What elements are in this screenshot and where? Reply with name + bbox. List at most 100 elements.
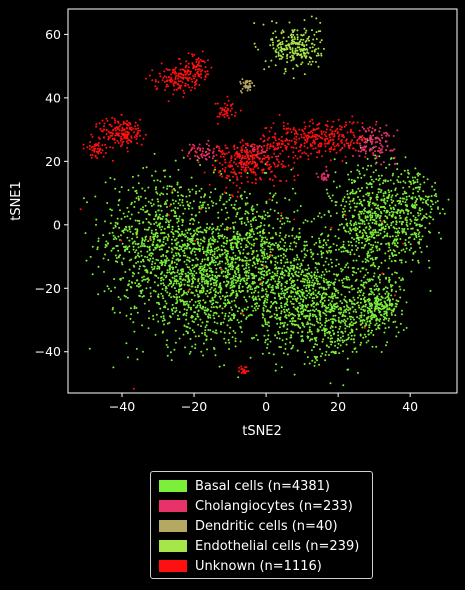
scatter-point	[331, 292, 334, 295]
scatter-point	[224, 256, 227, 259]
scatter-point	[215, 332, 218, 335]
scatter-point	[391, 242, 394, 245]
scatter-point	[397, 175, 400, 178]
scatter-point	[325, 307, 328, 310]
scatter-point	[304, 268, 307, 271]
scatter-point	[274, 30, 277, 33]
scatter-point	[196, 304, 199, 307]
scatter-point	[401, 227, 404, 230]
scatter-point	[245, 316, 248, 319]
scatter-point	[372, 171, 375, 174]
scatter-point	[326, 192, 329, 195]
scatter-point	[195, 228, 198, 231]
scatter-point	[151, 252, 154, 255]
scatter-point	[361, 220, 364, 223]
scatter-point	[188, 151, 191, 153]
scatter-point	[207, 240, 210, 243]
scatter-point	[397, 181, 400, 183]
scatter-point	[310, 63, 313, 66]
scatter-point	[369, 198, 372, 201]
scatter-point	[403, 190, 406, 193]
scatter-point	[155, 186, 157, 189]
scatter-point	[328, 332, 331, 335]
scatter-point	[190, 316, 193, 319]
scatter-point	[357, 222, 360, 225]
scatter-point	[379, 127, 382, 129]
scatter-point	[277, 54, 280, 57]
scatter-point	[139, 265, 141, 268]
scatter-point	[288, 278, 291, 281]
scatter-point	[263, 224, 266, 227]
scatter-point	[433, 194, 436, 197]
scatter-point	[179, 234, 182, 237]
scatter-point	[188, 257, 191, 259]
scatter-point	[395, 223, 398, 226]
scatter-point	[297, 42, 300, 45]
scatter-point	[228, 332, 231, 335]
scatter-point	[331, 341, 334, 344]
scatter-point	[340, 319, 343, 322]
scatter-point	[241, 277, 244, 280]
scatter-point	[249, 84, 251, 87]
scatter-point	[174, 159, 177, 162]
scatter-point	[289, 286, 292, 289]
scatter-point	[402, 186, 405, 189]
scatter-point	[246, 270, 249, 273]
scatter-point	[138, 219, 141, 222]
scatter-point	[193, 294, 196, 297]
scatter-point	[390, 222, 393, 224]
scatter-point	[409, 222, 412, 225]
scatter-point	[301, 307, 304, 310]
scatter-point	[250, 235, 253, 238]
scatter-point	[284, 315, 287, 318]
scatter-point	[246, 218, 249, 221]
scatter-point	[391, 284, 394, 287]
scatter-point	[331, 265, 334, 268]
scatter-point	[226, 250, 229, 253]
scatter-point	[144, 238, 147, 241]
scatter-point	[291, 49, 294, 52]
scatter-point	[232, 257, 235, 260]
scatter-point	[149, 295, 152, 298]
scatter-point	[334, 290, 337, 293]
scatter-point	[154, 188, 157, 191]
scatter-point	[315, 336, 318, 339]
scatter-point	[318, 263, 321, 266]
scatter-point	[166, 257, 169, 260]
scatter-point	[396, 179, 399, 182]
scatter-point	[330, 199, 333, 202]
scatter-point	[191, 239, 194, 242]
scatter-point	[111, 308, 114, 311]
scatter-point	[300, 38, 303, 41]
scatter-point	[439, 212, 441, 215]
scatter-point	[143, 302, 146, 305]
scatter-point	[302, 291, 305, 294]
scatter-point	[321, 271, 324, 273]
scatter-point	[366, 320, 369, 323]
scatter-point	[259, 225, 261, 228]
scatter-point	[396, 238, 399, 241]
scatter-point	[215, 276, 218, 279]
scatter-point	[132, 321, 135, 324]
scatter-point	[297, 325, 300, 328]
scatter-point	[389, 284, 392, 286]
scatter-point	[415, 234, 418, 237]
scatter-point	[340, 267, 342, 270]
scatter-point	[268, 325, 270, 327]
scatter-point	[220, 248, 223, 251]
scatter-point	[349, 232, 351, 235]
scatter-point	[419, 183, 422, 186]
scatter-point	[368, 225, 371, 228]
scatter-point	[176, 296, 178, 299]
scatter-point	[257, 215, 260, 218]
scatter-point	[282, 36, 285, 39]
scatter-point	[239, 195, 242, 198]
scatter-point	[266, 273, 269, 276]
scatter-point	[170, 359, 173, 362]
scatter-point	[213, 253, 216, 255]
scatter-point	[212, 242, 214, 245]
scatter-point	[144, 189, 146, 192]
scatter-point	[219, 288, 222, 291]
scatter-point	[239, 206, 242, 209]
scatter-point	[395, 235, 398, 238]
